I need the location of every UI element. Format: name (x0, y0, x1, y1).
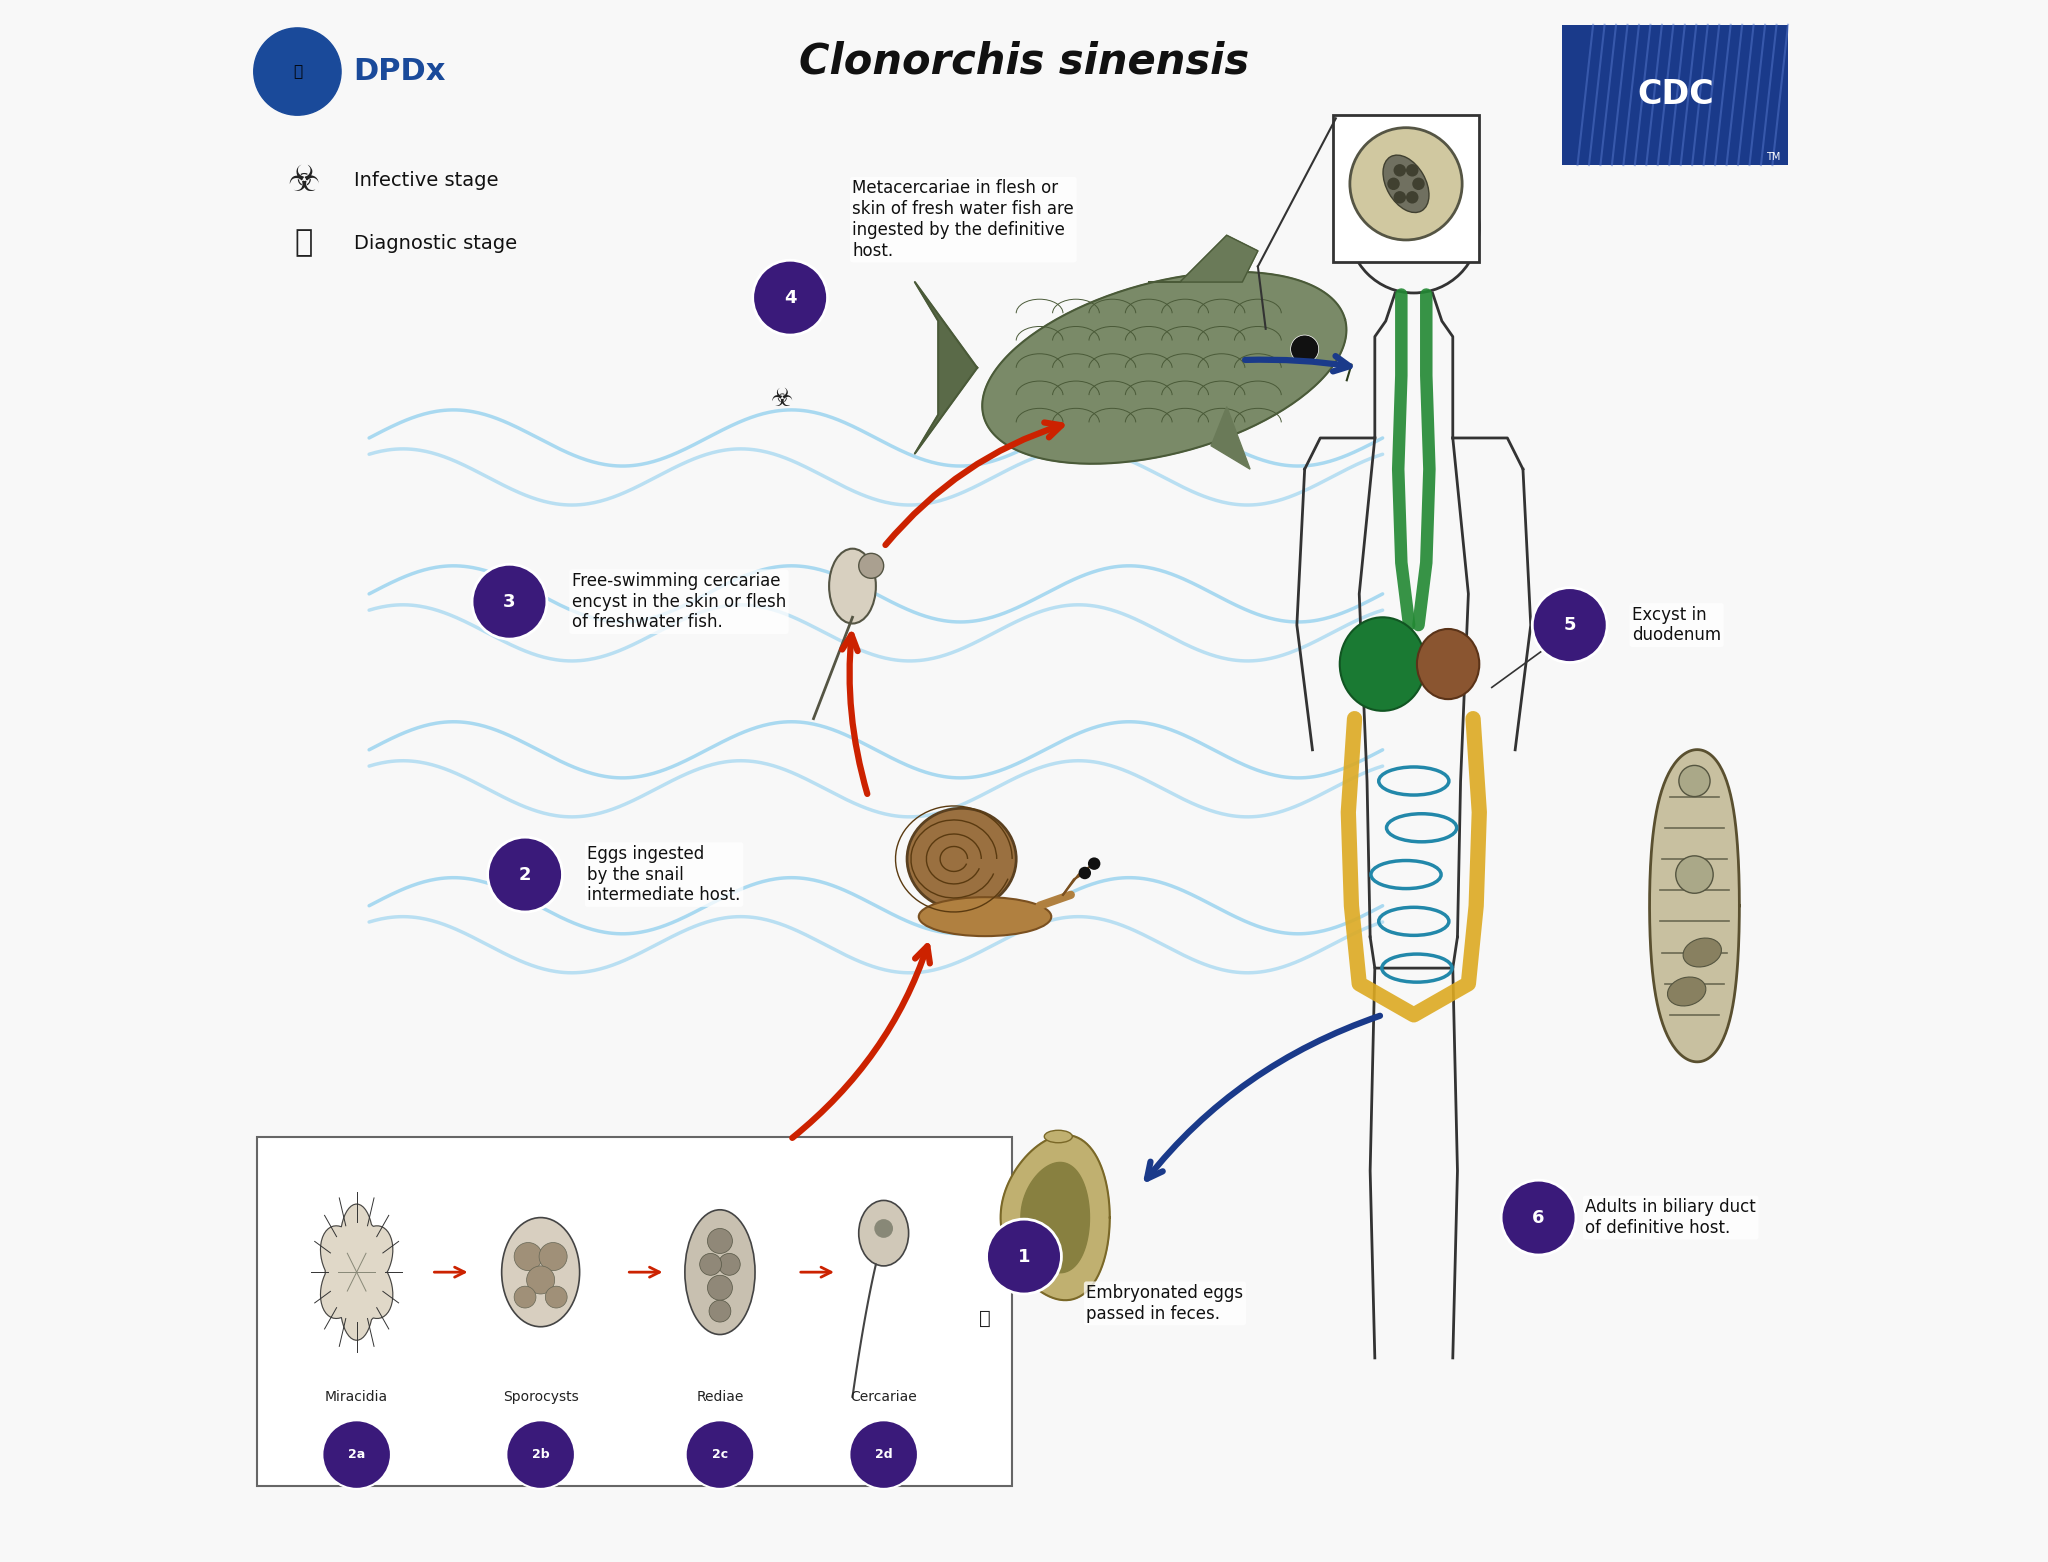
Polygon shape (1149, 236, 1257, 283)
Ellipse shape (1339, 617, 1425, 711)
Circle shape (850, 1420, 918, 1489)
Polygon shape (319, 1204, 393, 1340)
Text: ☣: ☣ (772, 387, 793, 411)
Text: CDC: CDC (1638, 78, 1714, 111)
Text: Excyst in
duodenum: Excyst in duodenum (1632, 606, 1720, 645)
Text: Sporocysts: Sporocysts (502, 1390, 578, 1404)
Polygon shape (1020, 1162, 1090, 1273)
Text: ☣: ☣ (287, 164, 319, 198)
Text: 🔬: 🔬 (979, 1309, 991, 1328)
Circle shape (707, 1228, 733, 1253)
Circle shape (987, 1220, 1061, 1293)
Polygon shape (1649, 750, 1739, 1062)
Ellipse shape (829, 548, 877, 623)
Circle shape (1407, 164, 1419, 177)
Ellipse shape (1382, 155, 1430, 212)
Text: 🔬: 🔬 (293, 64, 301, 80)
Circle shape (1290, 336, 1319, 362)
Ellipse shape (920, 897, 1051, 936)
Circle shape (1087, 858, 1100, 870)
Text: Eggs ingested
by the snail
intermediate host.: Eggs ingested by the snail intermediate … (588, 845, 741, 904)
Circle shape (1532, 587, 1608, 662)
Text: 2: 2 (518, 865, 530, 884)
Text: Miracidia: Miracidia (326, 1390, 389, 1404)
Text: 6: 6 (1532, 1209, 1544, 1226)
Ellipse shape (858, 1201, 909, 1265)
Text: TM: TM (1765, 152, 1780, 162)
Circle shape (719, 1253, 739, 1275)
Text: 1: 1 (1018, 1248, 1030, 1265)
Circle shape (539, 1242, 567, 1270)
Circle shape (709, 1300, 731, 1321)
Text: Cercariae: Cercariae (850, 1390, 918, 1404)
Circle shape (858, 553, 883, 578)
Text: Infective stage: Infective stage (354, 172, 498, 191)
Circle shape (322, 1420, 391, 1489)
Circle shape (1350, 128, 1462, 241)
Ellipse shape (1044, 1131, 1073, 1143)
Circle shape (707, 1275, 733, 1300)
Text: 5: 5 (1563, 615, 1577, 634)
Polygon shape (983, 272, 1346, 464)
Circle shape (471, 564, 547, 639)
Circle shape (514, 1286, 537, 1307)
Circle shape (1679, 765, 1710, 797)
Text: Diagnostic stage: Diagnostic stage (354, 234, 516, 253)
Text: Clonorchis sinensis: Clonorchis sinensis (799, 41, 1249, 83)
Text: DPDx: DPDx (354, 58, 446, 86)
Circle shape (874, 1220, 893, 1237)
Circle shape (1386, 178, 1399, 191)
Text: 2d: 2d (874, 1448, 893, 1460)
Circle shape (754, 261, 827, 336)
Ellipse shape (1417, 629, 1479, 700)
Circle shape (1393, 164, 1407, 177)
Text: 🔬: 🔬 (295, 228, 313, 258)
Text: Metacercariae in flesh or
skin of fresh water fish are
ingested by the definitiv: Metacercariae in flesh or skin of fresh … (852, 180, 1075, 259)
Circle shape (1407, 191, 1419, 203)
Text: 2b: 2b (532, 1448, 549, 1460)
FancyBboxPatch shape (1563, 25, 1788, 166)
Circle shape (545, 1286, 567, 1307)
Polygon shape (1210, 406, 1249, 469)
Ellipse shape (1683, 939, 1722, 967)
Text: Free-swimming cercariae
encyst in the skin or flesh
of freshwater fish.: Free-swimming cercariae encyst in the sk… (571, 572, 786, 631)
Ellipse shape (684, 1211, 756, 1334)
Circle shape (514, 1242, 543, 1270)
Circle shape (686, 1420, 754, 1489)
Circle shape (1675, 856, 1714, 893)
Ellipse shape (502, 1218, 580, 1326)
Circle shape (1393, 191, 1407, 203)
Text: Adults in biliary duct
of definitive host.: Adults in biliary duct of definitive hos… (1585, 1198, 1755, 1237)
Circle shape (1079, 867, 1092, 879)
Circle shape (487, 837, 563, 912)
FancyBboxPatch shape (1333, 116, 1479, 262)
Text: Embryonated eggs
passed in feces.: Embryonated eggs passed in feces. (1085, 1284, 1243, 1323)
Text: 2a: 2a (348, 1448, 365, 1460)
Text: 2c: 2c (713, 1448, 727, 1460)
FancyBboxPatch shape (256, 1137, 1012, 1485)
Circle shape (700, 1253, 721, 1275)
Circle shape (1413, 178, 1425, 191)
Ellipse shape (1667, 978, 1706, 1006)
Circle shape (506, 1420, 575, 1489)
Text: 3: 3 (504, 592, 516, 611)
Circle shape (254, 28, 342, 116)
Text: 4: 4 (784, 289, 797, 306)
Polygon shape (915, 283, 977, 453)
Ellipse shape (907, 808, 1016, 909)
Text: Rediae: Rediae (696, 1390, 743, 1404)
Circle shape (1501, 1181, 1577, 1254)
Circle shape (526, 1265, 555, 1293)
Polygon shape (1001, 1136, 1110, 1300)
